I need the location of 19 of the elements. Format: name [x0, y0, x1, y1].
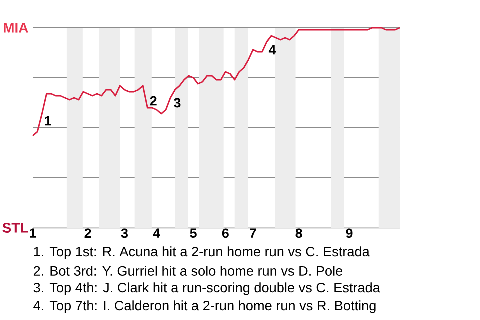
text: STL: [2, 223, 28, 233]
annotation: 2: [150, 96, 157, 106]
x-tick-label: 1: [30, 228, 36, 238]
text: 2. Bot 3rd: Y. Gurriel hit a solo home run vs D. Pole: [34, 266, 343, 276]
text: MIA: [4, 23, 28, 33]
text: 1. Top 1st: R. Acuna hit a 2-run home run vs C. Estrada: [34, 246, 370, 260]
x-tick-label: 8: [296, 228, 302, 238]
x-tick-label: 3: [121, 228, 128, 238]
text: 4. Top 7th: I. Calderon hit a 2-run home run vs R. Botting: [34, 300, 376, 314]
x-tick-label: 5: [190, 228, 197, 238]
x-tick-label: 9: [346, 228, 353, 238]
x-tick-label: 4: [153, 228, 160, 238]
annotation: 3: [174, 98, 181, 108]
x-tick-label: 2: [84, 228, 92, 238]
x-tick-label: 6: [222, 228, 229, 238]
annotation: 4: [268, 45, 276, 55]
x-tick-label: 7: [250, 228, 256, 238]
annotation: 1: [45, 116, 52, 126]
text: 3. Top 4th: J. Clark hit a run-scoring double vs C. Estrada: [34, 282, 380, 296]
